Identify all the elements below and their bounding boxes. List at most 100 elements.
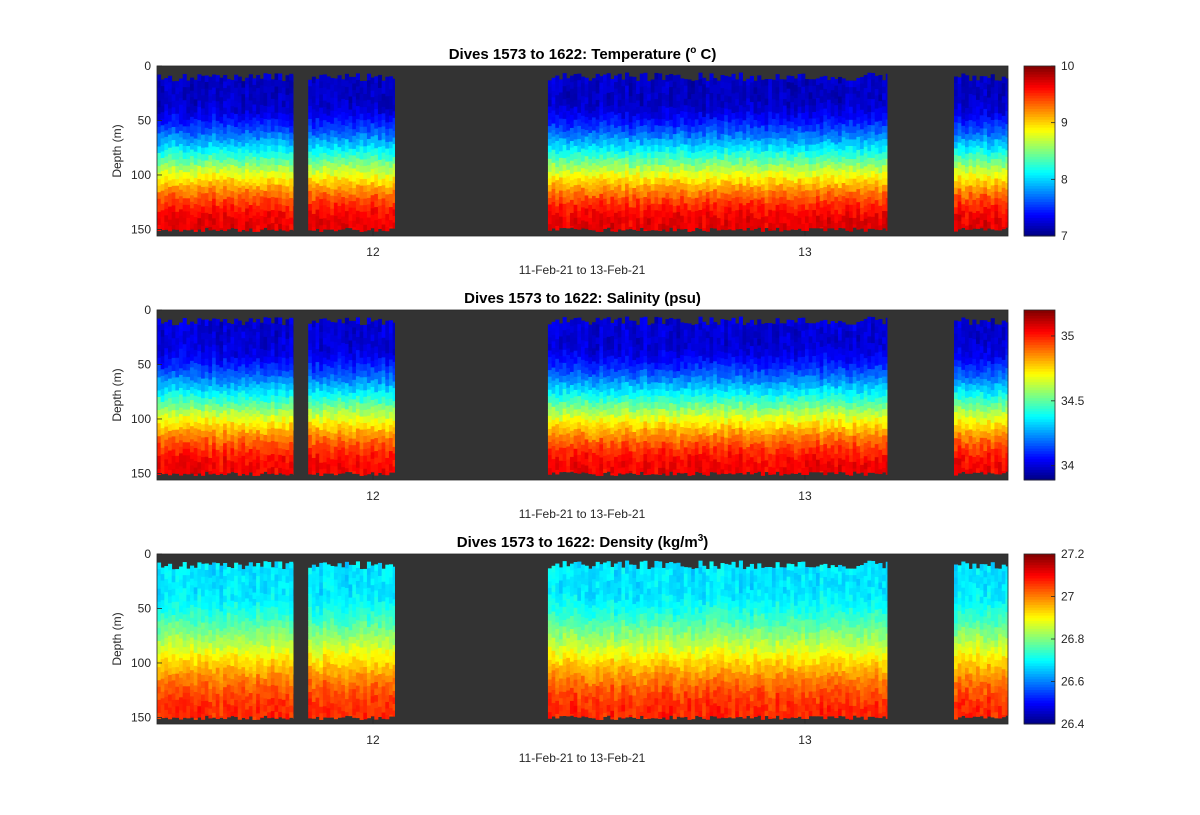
heat-cell xyxy=(256,456,261,464)
heat-cell xyxy=(987,149,992,157)
heat-cell xyxy=(241,357,246,365)
heat-cell xyxy=(385,220,390,228)
colorbar-swatch xyxy=(1024,201,1055,205)
heat-cell xyxy=(263,317,268,325)
heat-cell xyxy=(819,142,824,150)
colorbar-swatch xyxy=(1024,105,1055,109)
heat-cell xyxy=(326,148,331,156)
colorbar-swatch xyxy=(1024,79,1055,83)
heat-cell xyxy=(160,395,165,403)
heat-cell xyxy=(738,137,743,145)
heat-cell xyxy=(366,171,372,179)
heat-cell xyxy=(182,93,187,101)
heat-cell xyxy=(1005,215,1009,223)
heat-cell xyxy=(972,101,977,109)
heat-cell xyxy=(208,359,213,367)
heat-cell xyxy=(856,77,861,85)
heat-cell xyxy=(987,202,992,210)
heat-cell xyxy=(636,192,641,199)
heat-cell xyxy=(790,95,795,103)
heat-cell xyxy=(863,186,868,193)
heat-cell xyxy=(270,196,275,204)
heat-cell xyxy=(274,454,279,462)
heat-cell xyxy=(322,218,327,226)
heat-cell xyxy=(845,145,850,153)
heat-cell xyxy=(322,224,327,230)
heat-cell xyxy=(1005,124,1009,132)
heat-cell xyxy=(171,153,176,161)
heat-cell xyxy=(197,172,202,180)
heat-cell xyxy=(815,169,821,177)
heat-cell xyxy=(1001,96,1006,104)
heat-cell xyxy=(164,156,169,164)
heat-cell xyxy=(160,323,165,331)
heat-cell xyxy=(182,87,187,95)
heat-cell xyxy=(179,427,184,435)
heat-cell xyxy=(639,86,644,94)
heat-cell xyxy=(569,101,575,109)
heat-cell xyxy=(867,183,872,191)
heat-cell xyxy=(669,139,674,147)
heat-cell xyxy=(226,137,231,145)
heat-cell xyxy=(954,141,959,149)
heat-cell xyxy=(573,224,578,230)
heat-cell xyxy=(801,145,806,153)
heat-cell xyxy=(713,150,718,157)
heat-cell xyxy=(972,147,977,155)
heat-cell xyxy=(219,341,224,349)
heat-cell xyxy=(223,179,228,187)
heat-cell xyxy=(248,172,253,180)
heat-cell xyxy=(267,139,272,147)
heat-cell xyxy=(705,179,710,186)
heat-cell xyxy=(193,402,198,410)
heat-cell xyxy=(234,146,239,154)
heat-cell xyxy=(793,222,799,230)
heat-cell xyxy=(790,200,795,208)
heat-cell xyxy=(599,108,604,116)
heat-cell xyxy=(782,92,788,100)
heat-cell xyxy=(366,112,372,120)
heat-cell xyxy=(860,181,865,189)
heat-cell xyxy=(614,127,619,135)
heat-cell xyxy=(377,218,383,226)
heat-cell xyxy=(237,96,242,104)
heat-cell xyxy=(731,224,736,231)
heat-cell xyxy=(654,216,659,224)
heat-cell xyxy=(849,185,854,193)
heat-cell xyxy=(256,462,261,470)
heat-cell xyxy=(208,207,213,215)
heat-cell xyxy=(592,228,597,231)
heat-cell xyxy=(815,137,821,145)
heat-cell xyxy=(632,220,637,228)
heat-cell xyxy=(983,115,988,123)
heat-cell xyxy=(315,85,320,93)
heat-cell xyxy=(237,83,242,91)
heat-cell xyxy=(252,111,257,118)
heat-cell xyxy=(175,364,180,372)
heat-cell xyxy=(281,364,286,372)
heat-cell xyxy=(223,410,228,418)
heat-cell xyxy=(160,131,165,139)
heat-cell xyxy=(204,206,209,214)
heat-cell xyxy=(274,330,279,338)
heat-cell xyxy=(252,97,257,105)
heat-cell xyxy=(687,86,692,93)
heat-cell xyxy=(252,156,257,164)
heat-cell xyxy=(281,429,286,437)
heat-cell xyxy=(972,121,977,129)
heat-cell xyxy=(237,135,242,143)
heat-cell xyxy=(665,94,670,102)
heat-cell xyxy=(186,376,191,384)
heat-cell xyxy=(201,88,206,96)
heat-cell xyxy=(628,187,633,195)
heat-cell xyxy=(190,321,195,329)
heat-cell xyxy=(812,183,817,191)
heat-cell xyxy=(863,212,868,220)
heat-cell xyxy=(779,203,784,211)
heat-cell xyxy=(614,219,619,227)
heat-cell xyxy=(281,370,286,378)
heat-cell xyxy=(672,81,677,89)
heat-cell xyxy=(179,355,184,363)
heat-cell xyxy=(782,216,788,224)
